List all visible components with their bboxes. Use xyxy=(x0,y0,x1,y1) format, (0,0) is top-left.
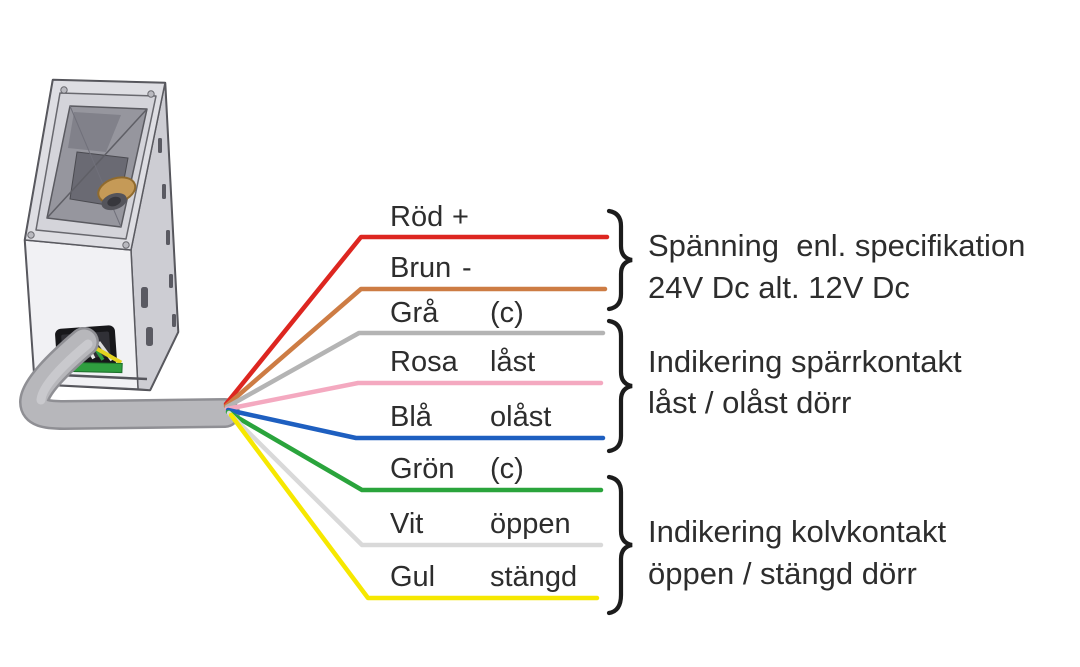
wire-func-brun: - xyxy=(462,252,472,284)
wire-gron xyxy=(225,409,604,493)
brass-bushing xyxy=(97,176,137,211)
wire-func-gra: (c) xyxy=(490,297,524,329)
wire-label-gul: Gul xyxy=(390,561,435,593)
cavity-diagonal-1 xyxy=(46,108,148,219)
wire-rod xyxy=(223,234,610,407)
wire-func-rod: + xyxy=(452,201,469,233)
wire-label-gra: Grå xyxy=(390,297,439,329)
bolt-indication-line1: Indikering kolvkontakt xyxy=(648,514,946,549)
wire-label-rosa: Rosa xyxy=(390,346,459,378)
wire-func-gron: (c) xyxy=(490,453,524,485)
lock-indication-line2: låst / olåst dörr xyxy=(648,385,851,420)
wire-label-bla: Blå xyxy=(390,401,433,433)
wire-brun xyxy=(223,286,608,409)
lock-indication-line1: Indikering spärrkontakt xyxy=(648,344,962,379)
bracket-lock-indication xyxy=(606,318,633,454)
wire-label-gron: Grön xyxy=(390,453,454,485)
bracket-power xyxy=(606,208,633,312)
wire-label-rod: Röd xyxy=(390,201,443,233)
cable xyxy=(18,327,240,431)
group-descriptions: Spänning enl. specifikation 24V Dc alt. … xyxy=(648,228,1025,591)
wire-func-gul: stängd xyxy=(490,561,577,593)
wire-gra xyxy=(224,330,606,410)
wire-vit xyxy=(226,410,604,548)
power-description-line1: Spänning enl. specifikation xyxy=(648,228,1025,263)
bracket-bolt-indication xyxy=(606,474,633,616)
side-slots xyxy=(141,138,176,346)
bolt-indication-line2: öppen / stängd dörr xyxy=(648,556,917,591)
cable-highlight xyxy=(36,339,93,405)
wire-label-brun: Brun xyxy=(390,252,451,284)
wire-func-rosa: låst xyxy=(490,346,535,378)
power-description-line2: 24V Dc alt. 12V Dc xyxy=(648,270,910,305)
faceplate-screws xyxy=(27,86,155,249)
group-brackets xyxy=(606,208,633,616)
cavity-upper-shade xyxy=(68,112,121,152)
wire-bla xyxy=(225,407,606,441)
wire-rosa xyxy=(224,380,604,412)
wire-func-bla: olåst xyxy=(490,401,551,433)
wire-label-vit: Vit xyxy=(390,508,423,540)
wire-func-vit: öppen xyxy=(490,508,571,540)
device-illustration xyxy=(23,78,180,392)
wire-labels: Röd + Brun - Grå (c) Rosa låst Blå olåst… xyxy=(390,201,577,593)
wires xyxy=(223,234,610,601)
wire-gul xyxy=(228,412,600,601)
